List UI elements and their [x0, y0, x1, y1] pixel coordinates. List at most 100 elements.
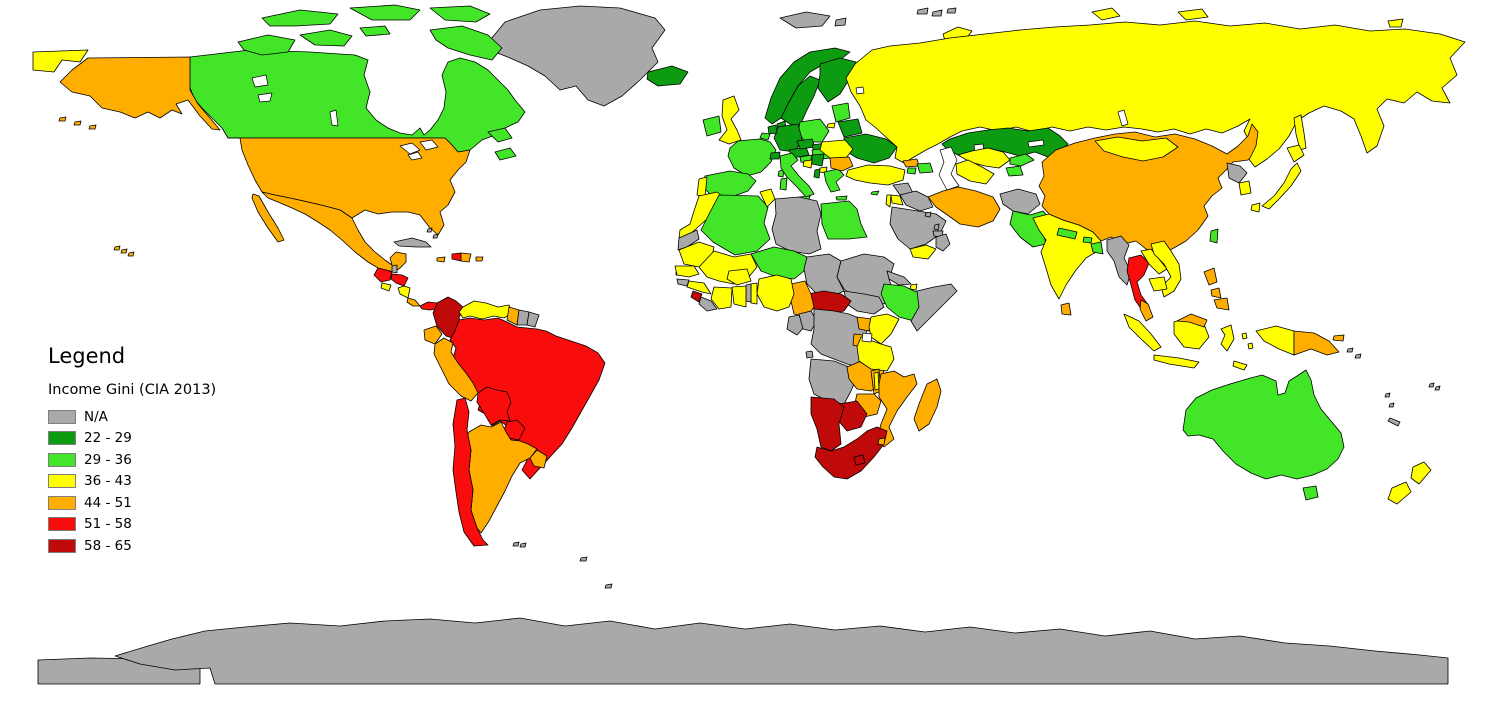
- canada-nova-scotia: [494, 147, 517, 161]
- country-finland: [817, 57, 857, 103]
- country-cote-divoire: [710, 286, 733, 310]
- country-serbia: [811, 153, 825, 167]
- country-belize: [391, 264, 398, 274]
- country-netherlands: [767, 124, 778, 135]
- country-oman: [935, 233, 951, 252]
- country-bulgaria: [829, 156, 854, 172]
- country-cambodia: [1148, 276, 1168, 292]
- country-angola: [808, 358, 858, 405]
- country-yemen: [909, 244, 937, 260]
- country-philippines-luzon: [1203, 267, 1218, 286]
- country-guatemala: [373, 267, 393, 283]
- country-bolivia: [476, 386, 512, 426]
- country-ghana: [731, 285, 747, 308]
- country-australia: [1182, 369, 1345, 480]
- canada-baffin-island: [429, 25, 503, 61]
- country-nepal: [1056, 227, 1078, 240]
- lake-ladoga: [855, 86, 865, 95]
- country-togo: [745, 283, 752, 303]
- legend-label: 29 - 36: [84, 451, 132, 468]
- country-algeria: [700, 194, 771, 256]
- country-venezuela: [458, 300, 513, 320]
- country-sierra-leone: [690, 290, 703, 303]
- canada-arctic-island-5: [429, 5, 491, 23]
- country-indonesia-west-papua: [1255, 325, 1295, 356]
- canada-island-small: [359, 25, 391, 37]
- country-ecuador: [423, 325, 443, 345]
- country-french-guiana: [526, 311, 540, 328]
- country-mexico: [261, 191, 407, 273]
- country-jordan: [890, 194, 904, 206]
- canada-arctic-island-4: [349, 4, 421, 21]
- country-malaysia-borneo: [1176, 313, 1208, 328]
- country-burkina-faso: [726, 268, 752, 286]
- country-benin: [750, 282, 758, 305]
- legend-row-58-65: 58 - 65: [48, 535, 216, 557]
- country-greenland: [486, 5, 666, 107]
- country-myanmar: [1106, 235, 1132, 286]
- country-sakhalin: [1293, 114, 1307, 151]
- country-sardinia: [779, 177, 788, 191]
- country-south-korea: [1238, 180, 1252, 196]
- legend-swatch-51-58: [48, 517, 76, 532]
- country-dominican-republic: [460, 252, 472, 263]
- legend-label: 22 - 29: [84, 430, 132, 447]
- country-haiti: [451, 252, 462, 262]
- country-indonesia-timor: [1232, 360, 1248, 371]
- south-georgia: [579, 556, 613, 589]
- legend-title: Legend: [48, 344, 126, 368]
- caspian-sea: [938, 146, 960, 191]
- country-turkmenistan: [955, 159, 995, 185]
- country-germany: [773, 123, 803, 153]
- legend-label: N/A: [84, 408, 108, 425]
- new-caledonia: [1387, 417, 1401, 427]
- country-baltic-states: [831, 102, 851, 123]
- country-cabinda: [805, 350, 814, 359]
- country-indonesia-moluccas: [1241, 332, 1254, 350]
- country-japan-hokkaido: [1286, 144, 1305, 163]
- country-cyprus: [870, 190, 880, 196]
- country-madagascar: [913, 378, 942, 432]
- country-mongolia: [1094, 136, 1179, 162]
- country-cuba: [393, 237, 432, 248]
- canada-arctic-island-2: [299, 29, 353, 47]
- legend-subtitle: Income Gini (CIA 2013): [48, 382, 217, 398]
- country-eritrea: [886, 270, 912, 286]
- country-taiwan: [1209, 228, 1219, 244]
- mexico-baja: [251, 193, 285, 243]
- legend-row-22-29: 22 - 29: [48, 428, 216, 450]
- country-canada-mainland: [189, 49, 526, 153]
- country-djibouti: [909, 283, 918, 291]
- country-crete: [835, 195, 848, 201]
- legend-row-na: N/A: [48, 406, 216, 428]
- solomon-islands: [1346, 347, 1362, 359]
- country-belarus: [837, 118, 863, 138]
- country-turkey: [845, 164, 906, 186]
- legend-label: 58 - 65: [84, 537, 132, 554]
- country-puerto-rico: [475, 256, 484, 262]
- legend-swatch-36-43: [48, 474, 76, 489]
- country-svalbard: [779, 11, 831, 29]
- country-namibia: [810, 396, 845, 452]
- legend-swatch-22-29: [48, 431, 76, 446]
- country-papua-new-guinea: [1293, 330, 1340, 356]
- country-ireland: [702, 115, 722, 137]
- country-israel: [885, 194, 892, 208]
- country-afghanistan: [999, 188, 1041, 215]
- canada-arctic-island-3: [261, 9, 339, 27]
- country-malaysia-peninsula: [1139, 299, 1154, 322]
- severnaya-zemlya: [1091, 7, 1121, 21]
- antarctica-main: [114, 617, 1449, 685]
- country-tasmania: [1302, 485, 1319, 501]
- country-libya: [771, 196, 822, 255]
- country-new-britain: [1332, 334, 1345, 342]
- lake-balkhash: [1027, 139, 1045, 148]
- lake-michigan: [407, 151, 423, 161]
- country-uganda: [856, 316, 872, 332]
- country-greece: [823, 168, 845, 193]
- legend-label: 51 - 58: [84, 516, 132, 533]
- new-siberian-islands: [1177, 8, 1209, 21]
- country-kazakhstan: [941, 127, 1069, 158]
- hawaii: [113, 245, 135, 257]
